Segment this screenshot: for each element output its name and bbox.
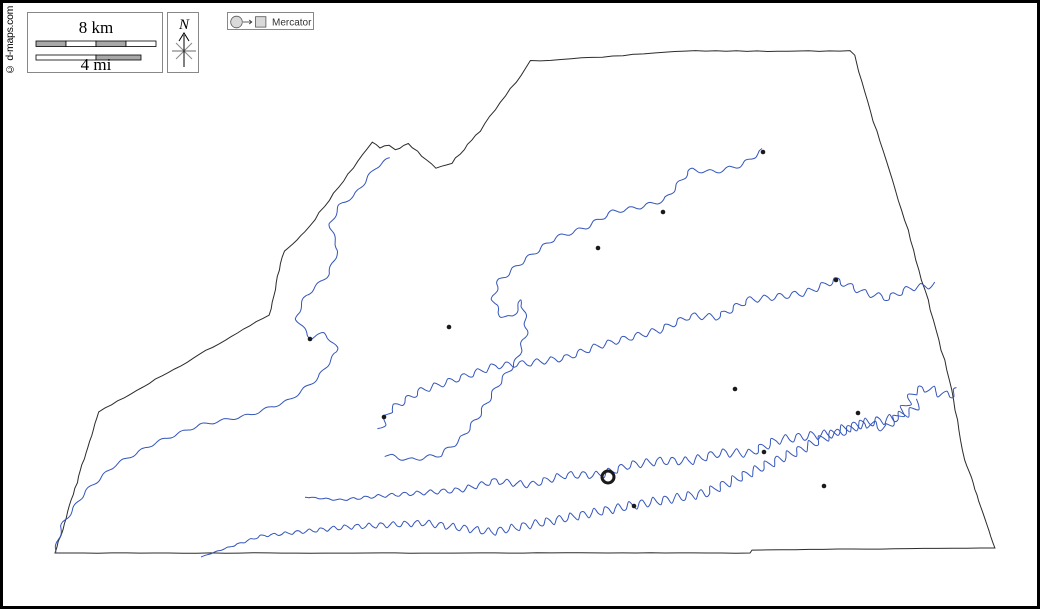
svg-text:Mercator: Mercator [272,17,312,28]
svg-text:8 km: 8 km [79,18,113,37]
svg-text:N: N [178,17,190,33]
svg-text:4 mi: 4 mi [81,55,112,74]
